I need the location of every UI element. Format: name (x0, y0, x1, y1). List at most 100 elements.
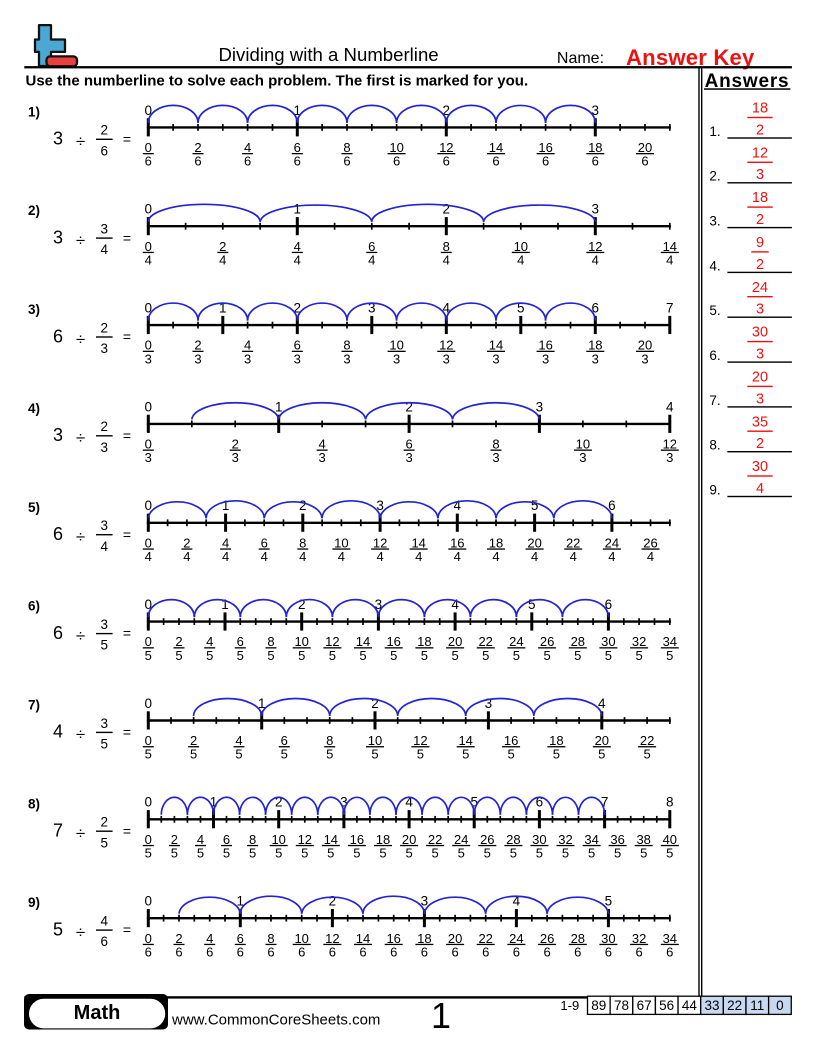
svg-text:3: 3 (756, 167, 764, 183)
svg-text:18: 18 (752, 101, 768, 117)
svg-text:3: 3 (536, 399, 544, 414)
svg-text:5: 5 (175, 648, 182, 663)
svg-text:7): 7) (28, 698, 40, 713)
svg-text:8: 8 (267, 931, 274, 946)
svg-text:6: 6 (492, 154, 499, 169)
svg-text:5: 5 (329, 648, 336, 663)
svg-text:0: 0 (145, 733, 152, 748)
svg-text:6: 6 (635, 944, 642, 959)
svg-text:28: 28 (571, 634, 585, 649)
svg-text:3: 3 (294, 351, 301, 366)
svg-text:6: 6 (343, 154, 350, 169)
svg-text:6: 6 (641, 154, 648, 169)
svg-text:5: 5 (470, 795, 478, 810)
svg-text:3: 3 (232, 450, 239, 465)
svg-text:5: 5 (101, 638, 109, 653)
svg-text:33: 33 (704, 998, 719, 1013)
svg-text:14: 14 (489, 140, 503, 155)
svg-text:6: 6 (194, 154, 201, 169)
svg-text:=: = (123, 625, 131, 641)
svg-text:8: 8 (492, 437, 499, 452)
svg-text:÷: ÷ (76, 626, 85, 645)
svg-text:56: 56 (659, 998, 674, 1013)
svg-text:6: 6 (53, 524, 63, 544)
svg-text:2: 2 (171, 832, 178, 847)
svg-text:5: 5 (267, 648, 274, 663)
svg-text:2: 2 (101, 123, 109, 138)
svg-text:4: 4 (53, 722, 63, 742)
svg-text:16: 16 (386, 931, 400, 946)
svg-text:3): 3) (28, 302, 40, 317)
svg-text:4: 4 (592, 252, 599, 267)
svg-text:5: 5 (543, 648, 550, 663)
svg-text:5: 5 (405, 846, 412, 861)
svg-text:6: 6 (666, 944, 673, 959)
svg-text:6: 6 (482, 944, 489, 959)
svg-text:5: 5 (301, 846, 308, 861)
svg-text:2: 2 (101, 815, 109, 830)
svg-text:2: 2 (275, 795, 283, 810)
svg-text:=: = (123, 922, 131, 938)
svg-text:6: 6 (405, 437, 412, 452)
svg-text:3: 3 (101, 518, 109, 533)
svg-text:34: 34 (663, 931, 677, 946)
svg-text:4: 4 (206, 634, 213, 649)
svg-text:4: 4 (666, 399, 674, 414)
svg-text:0: 0 (145, 832, 152, 847)
svg-text:1): 1) (28, 104, 40, 119)
svg-text:11: 11 (750, 998, 764, 1013)
svg-text:5: 5 (327, 846, 334, 861)
svg-text:3: 3 (592, 351, 599, 366)
svg-text:16: 16 (538, 338, 552, 353)
svg-text:1: 1 (210, 795, 218, 810)
svg-text:14: 14 (356, 634, 370, 649)
svg-text:6: 6 (294, 140, 301, 155)
svg-text:5: 5 (431, 846, 438, 861)
svg-text:18: 18 (588, 338, 602, 353)
svg-text:12: 12 (298, 832, 312, 847)
svg-text:0: 0 (145, 894, 153, 909)
svg-text:5: 5 (507, 747, 514, 762)
svg-text:22: 22 (428, 832, 442, 847)
svg-text:=: = (123, 131, 131, 147)
svg-text:5: 5 (531, 498, 539, 513)
svg-text:4: 4 (294, 239, 301, 254)
svg-text:12: 12 (588, 239, 602, 254)
svg-text:=: = (123, 427, 131, 443)
svg-text:12: 12 (413, 733, 427, 748)
svg-text:1: 1 (237, 894, 245, 909)
svg-text:10: 10 (334, 535, 348, 550)
svg-text:6: 6 (237, 944, 244, 959)
svg-text:10: 10 (576, 437, 590, 452)
svg-text:3: 3 (393, 351, 400, 366)
svg-text:10: 10 (514, 239, 528, 254)
svg-text:4: 4 (197, 832, 204, 847)
svg-text:6: 6 (574, 944, 581, 959)
svg-text:5: 5 (574, 648, 581, 663)
svg-text:2: 2 (232, 437, 239, 452)
svg-text:16: 16 (538, 140, 552, 155)
svg-text:2: 2 (756, 212, 764, 228)
svg-text:0: 0 (145, 202, 153, 217)
svg-text:1: 1 (431, 995, 451, 1036)
svg-text:4): 4) (28, 401, 40, 416)
svg-text:÷: ÷ (76, 725, 85, 744)
svg-text:5): 5) (28, 500, 40, 515)
svg-text:89: 89 (591, 998, 606, 1013)
svg-text:5.: 5. (709, 303, 720, 318)
svg-text:5: 5 (145, 846, 152, 861)
svg-text:5: 5 (482, 648, 489, 663)
svg-text:3: 3 (101, 222, 109, 237)
svg-text:6: 6 (368, 239, 375, 254)
svg-text:26: 26 (540, 634, 554, 649)
svg-text:3: 3 (318, 450, 325, 465)
svg-text:3: 3 (194, 351, 201, 366)
svg-text:36: 36 (610, 832, 624, 847)
svg-text:=: = (123, 329, 131, 345)
svg-text:3: 3 (756, 391, 764, 407)
svg-text:6: 6 (443, 154, 450, 169)
svg-text:5: 5 (249, 846, 256, 861)
svg-text:6: 6 (206, 944, 213, 959)
svg-text:34: 34 (584, 832, 598, 847)
svg-text:5: 5 (588, 846, 595, 861)
